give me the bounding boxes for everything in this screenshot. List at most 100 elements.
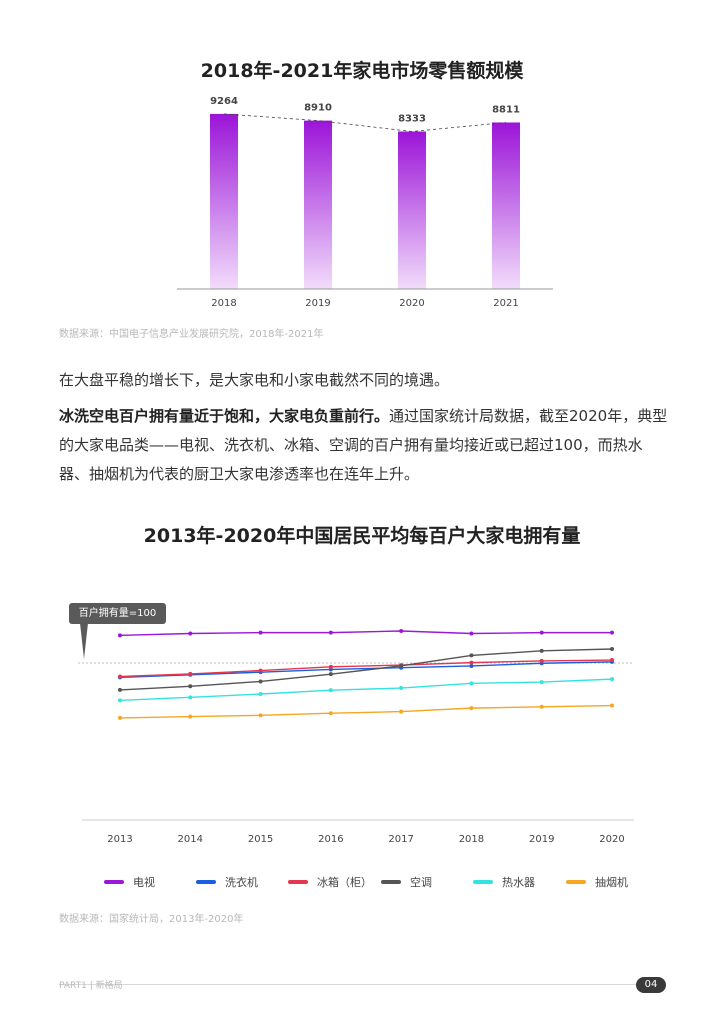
legend-label: 空调 [410,876,432,889]
bar-value-label: 8811 [492,104,520,115]
data-point-tv [328,630,333,635]
data-point-hood [188,714,193,719]
legend-label: 冰箱（柜） [317,876,372,889]
series-line-heater [119,678,613,702]
x-tick-label: 2019 [305,298,330,309]
x-tick-label: 2017 [388,834,413,845]
x-tick-label: 2015 [248,834,273,845]
data-point-hood [469,706,474,711]
data-point-tv [118,633,122,638]
paragraph-intro: 在大盘平稳的增长下，是大家电和小家电截然不同的境遇。 [59,371,450,389]
data-point-heater [469,681,474,686]
data-point-ac [610,646,614,651]
data-point-hood [328,711,333,716]
legend-label: 洗衣机 [225,876,258,889]
footer-section-label: PART1 | 新格局 [59,981,123,991]
data-point-ac [188,684,193,689]
data-point-heater [328,688,333,693]
data-point-fridge [188,671,193,676]
legend-label: 电视 [133,876,155,889]
legend-item-hood: 抽烟机 [566,874,628,890]
x-tick-label: 2020 [399,298,424,309]
data-point-heater [539,680,544,685]
line-chart-source: 数据来源：国家统计局，2013年-2020年 [59,914,244,925]
legend-item-fridge: 冰箱（柜） [288,874,372,890]
data-point-heater [118,698,122,703]
legend-label: 抽烟机 [595,876,628,889]
x-tick-label: 2018 [459,834,484,845]
data-point-fridge [539,658,544,663]
bar-2021 [492,122,520,289]
data-point-fridge [328,664,333,669]
data-point-hood [399,709,404,714]
bar-value-label: 9264 [210,96,238,107]
bar-value-label: 8910 [304,103,332,114]
reference-tooltip-pointer [80,623,88,659]
data-point-fridge [610,658,614,663]
x-tick-label: 2020 [599,834,624,845]
line-chart-title: 2013年-2020年中国居民平均每百户大家电拥有量 [143,525,581,547]
legend-item-washer: 洗衣机 [196,874,258,890]
data-point-tv [539,630,544,635]
reference-tooltip: 百户拥有量=100 [69,603,166,624]
x-tick-label: 2016 [318,834,343,845]
legend-swatch [381,880,401,884]
x-tick-label: 2014 [178,834,203,845]
footer-divider [59,984,664,985]
legend-item-ac: 空调 [381,874,432,890]
legend-swatch [288,880,308,884]
data-point-heater [399,686,404,691]
data-point-tv [399,629,404,634]
data-point-tv [258,630,263,635]
data-point-tv [469,631,474,636]
x-tick-label: 2013 [107,834,132,845]
data-point-tv [188,631,193,636]
legend-item-tv: 电视 [104,874,155,890]
line-chart: 2013 2014 2015 2016 2017 2018 2019 2020 [78,629,634,845]
data-point-fridge [118,674,122,679]
data-point-ac [539,648,544,653]
data-point-hood [118,715,122,720]
bar-chart: 9264 2018 8910 2019 8333 2020 8811 2021 [177,96,553,309]
data-point-hood [610,703,614,708]
page-number-badge: 04 [636,977,666,993]
x-tick-label: 2021 [493,298,518,309]
data-point-hood [258,713,263,718]
paragraph-ownership-body: 通过国家统计局数据，截至2020年，典型的大家电品类——电视、洗衣机、冰箱、空调… [59,407,668,483]
bar-value-label: 8333 [398,114,426,125]
data-point-hood [539,704,544,709]
data-point-heater [258,692,263,696]
legend-swatch [104,880,124,884]
data-point-heater [610,677,614,682]
legend-swatch [196,880,216,884]
data-point-fridge [469,660,474,665]
legend-swatch [566,880,586,884]
data-point-tv [610,630,614,635]
data-point-washer [469,663,474,668]
data-point-fridge [258,668,263,673]
data-point-heater [188,695,193,700]
data-point-ac [118,687,122,692]
data-point-ac [258,679,263,684]
data-point-ac [469,653,474,658]
bar-trend-line [223,113,507,132]
bar-chart-source: 数据来源：中国电子信息产业发展研究院，2018年-2021年 [59,329,324,340]
series-line-washer [119,661,613,679]
series-line-hood [119,704,613,719]
paragraph-ownership: 冰洗空电百户拥有量近于饱和，大家电负重前行。通过国家统计局数据，截至2020年，… [59,402,669,489]
series-line-ac [119,648,613,691]
bar-2018 [210,113,238,289]
legend-item-heater: 热水器 [473,874,535,890]
legend-swatch [473,880,493,884]
data-point-ac [399,663,404,668]
legend-label: 热水器 [502,876,535,889]
x-tick-label: 2019 [529,834,554,845]
bar-chart-title: 2018年-2021年家电市场零售额规模 [200,60,524,82]
bar-2020 [398,131,426,289]
series-line-tv [119,630,612,637]
x-tick-label: 2018 [211,298,236,309]
bar-2019 [304,120,332,289]
paragraph-ownership-lead: 冰洗空电百户拥有量近于饱和，大家电负重前行。 [59,407,390,425]
data-point-ac [328,672,333,677]
series-line-fridge [119,659,613,678]
